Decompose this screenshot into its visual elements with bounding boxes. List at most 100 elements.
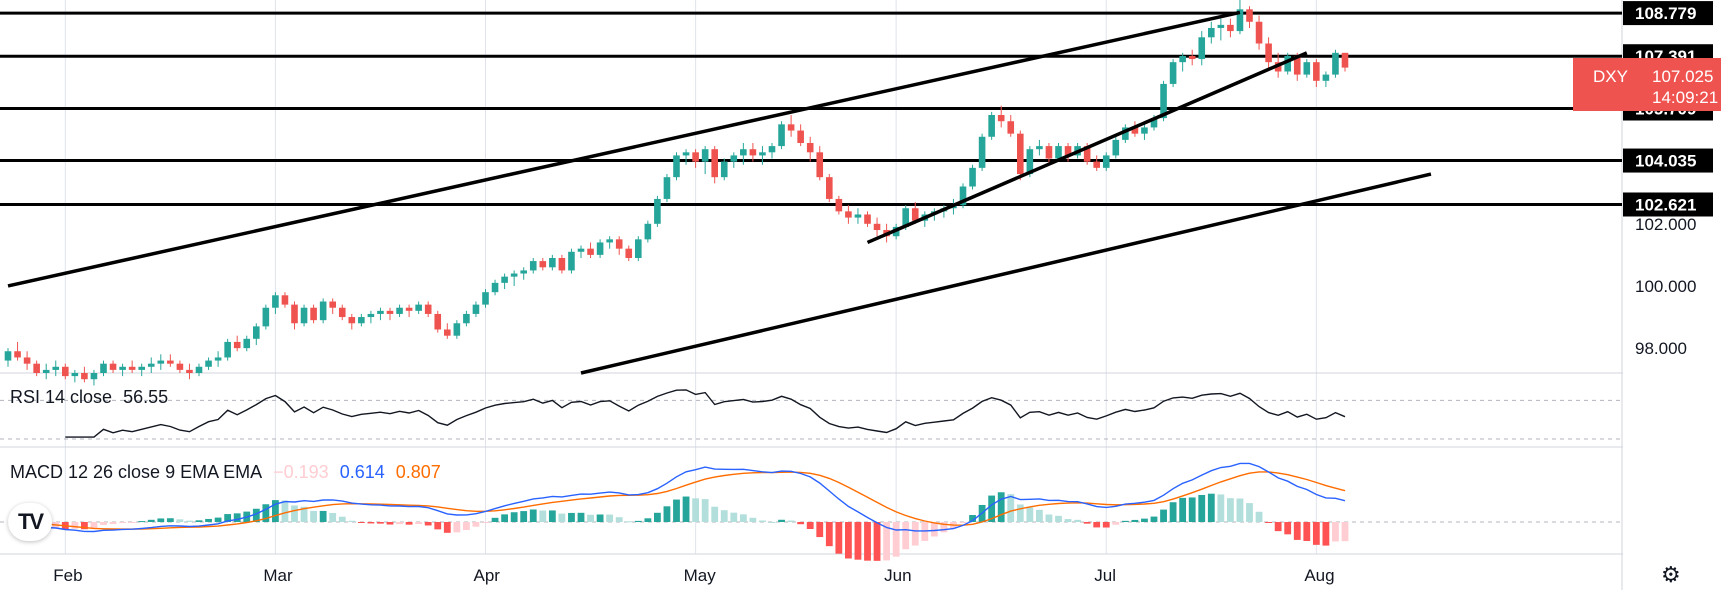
macd-hist-bar <box>634 520 642 522</box>
macd-hist-bar <box>644 518 652 522</box>
candle-body <box>1341 52 1349 68</box>
candle-body <box>186 369 193 373</box>
macd-hist-bar <box>195 520 203 522</box>
macd-hist-bar <box>262 504 270 522</box>
macd-hist-bar <box>663 506 671 522</box>
candle-body <box>1265 43 1272 63</box>
candle-body <box>1208 27 1215 38</box>
candle-body <box>663 177 671 199</box>
macd-hist-bar <box>109 522 117 524</box>
macd-hist-bar <box>128 522 136 523</box>
candle-body <box>692 152 699 162</box>
macd-hist-bar <box>386 522 394 525</box>
candle-body <box>205 360 212 367</box>
candle-body <box>195 366 203 373</box>
trend-line <box>580 172 1432 375</box>
candle-body <box>740 149 747 156</box>
macd-hist-bar <box>1179 497 1187 522</box>
time-axis[interactable]: Feb Mar Apr May Jun Jul Aug <box>53 566 1334 585</box>
macd-hist-bar <box>1160 509 1167 522</box>
candle-body <box>1036 146 1043 150</box>
macd-hist-bar <box>539 510 547 522</box>
macd-hist-bar <box>1112 522 1120 525</box>
candle-body <box>300 307 308 324</box>
tradingview-logo-icon[interactable]: TV <box>8 503 52 541</box>
month-label: Apr <box>474 566 501 585</box>
macd-hist-bar <box>1064 519 1072 522</box>
macd-hist-bar <box>778 519 785 522</box>
macd-legend-hist: −0.193 <box>273 462 329 482</box>
macd-hist-bar <box>510 512 518 522</box>
trend-lines[interactable] <box>7 10 1432 375</box>
macd-hist-bar <box>415 522 423 524</box>
macd-hist-bar <box>892 522 900 557</box>
macd-hist-bar <box>797 522 805 525</box>
macd-hist-bar <box>902 522 910 550</box>
candle-body <box>147 363 155 367</box>
macd-hist-bar <box>596 514 604 522</box>
candle-body <box>472 304 480 314</box>
macd-hist-bar <box>682 496 690 522</box>
candle-body <box>358 317 365 324</box>
macd-hist-bar <box>940 522 948 533</box>
macd-hist-bar <box>930 522 938 537</box>
macd-hist-bar <box>338 516 346 522</box>
candle-body <box>128 366 136 370</box>
macd-hist-bar <box>1227 498 1234 522</box>
symbol-label: DXY <box>1593 67 1628 86</box>
candle-body <box>1083 146 1091 162</box>
macd-hist-bar <box>730 512 738 522</box>
candle-body <box>224 341 231 358</box>
rsi-legend[interactable]: RSI 14 close 56.55 <box>10 387 174 408</box>
candle-body <box>730 155 738 162</box>
macd-hist-bar <box>329 512 337 522</box>
candle-body <box>1112 139 1120 156</box>
macd-hist-bar <box>310 510 317 522</box>
candle-body <box>90 373 98 380</box>
macd-hist-bar <box>606 514 614 522</box>
candle-body <box>644 223 652 240</box>
macd-hist-bar <box>587 514 594 522</box>
macd-hist-bar <box>1207 493 1215 522</box>
last-price: 107.025 <box>1652 67 1713 86</box>
macd-hist-bar <box>673 499 680 522</box>
candle-body <box>42 369 50 373</box>
macd-hist-bar <box>558 513 566 522</box>
macd-hist-bar <box>529 509 537 522</box>
macd-hist-bar <box>1322 522 1330 546</box>
candle-body <box>854 214 862 218</box>
candle-body <box>1122 127 1129 140</box>
candle-body <box>348 317 356 324</box>
candle-body <box>902 208 909 227</box>
macd-legend[interactable]: MACD 12 26 close 9 EMA EMA −0.193 0.614 … <box>10 462 447 483</box>
macd-hist-bar <box>463 522 470 531</box>
rsi-pane[interactable]: 80.0040.00 <box>0 382 1680 440</box>
candle-body <box>682 152 690 156</box>
macd-hist-bar <box>806 522 814 529</box>
gear-icon[interactable]: ⚙ <box>1661 562 1681 587</box>
macd-hist-bar <box>357 522 365 523</box>
candle-body <box>1188 55 1196 60</box>
candle-body <box>482 292 489 305</box>
macd-hist-bar <box>520 511 528 522</box>
candle-body <box>577 248 585 252</box>
candlestick-series <box>4 0 1349 386</box>
macd-hist-bar <box>854 522 862 560</box>
candle-body <box>463 313 470 324</box>
candle-body <box>911 208 919 221</box>
macd-hist-bar <box>1255 511 1263 522</box>
candle-body <box>1198 37 1206 60</box>
candle-body <box>62 366 69 377</box>
candle-body <box>711 149 718 178</box>
macd-hist-bar <box>654 512 661 522</box>
candle-body <box>1017 133 1024 175</box>
macd-hist-bar <box>205 518 212 522</box>
macd-hist-bar <box>1246 503 1253 522</box>
candle-body <box>100 363 107 373</box>
candle-body <box>1332 52 1339 75</box>
price-tick-label: 98.000 <box>1635 339 1687 358</box>
macd-hist-bar <box>138 521 146 523</box>
level-price-box <box>1623 192 1713 217</box>
price-tick-label: 100.000 <box>1635 277 1696 296</box>
